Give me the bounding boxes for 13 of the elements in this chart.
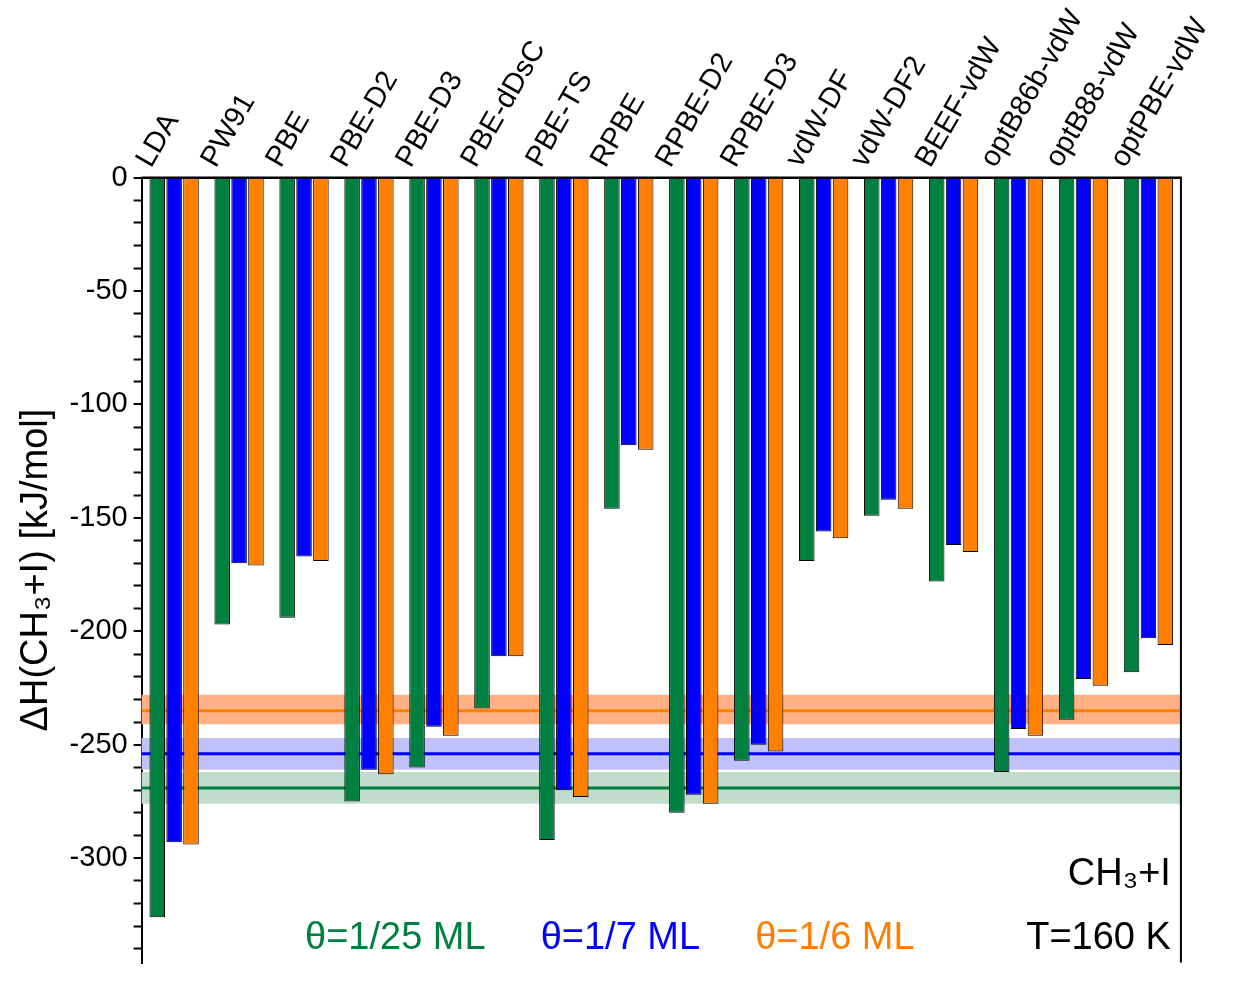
annotation: T=160 K [1026, 914, 1171, 957]
text: θ=1/6 ML [755, 914, 915, 957]
y-tick-label: -300 [69, 840, 128, 873]
annotation: CH₃+I [1067, 850, 1171, 893]
y-axis-title: ΔH(CH₃+I) [kJ/mol] [13, 408, 56, 732]
y-tick-label: -250 [69, 726, 128, 759]
y-tick-label: -200 [69, 613, 128, 646]
y-tick-label: -150 [69, 499, 128, 532]
y-tick-label: -100 [69, 386, 128, 419]
y-tick-label: 0 [111, 159, 128, 192]
text: θ=1/25 ML [305, 914, 486, 957]
text: θ=1/7 ML [540, 914, 701, 957]
y-tick-label: -50 [85, 273, 128, 306]
